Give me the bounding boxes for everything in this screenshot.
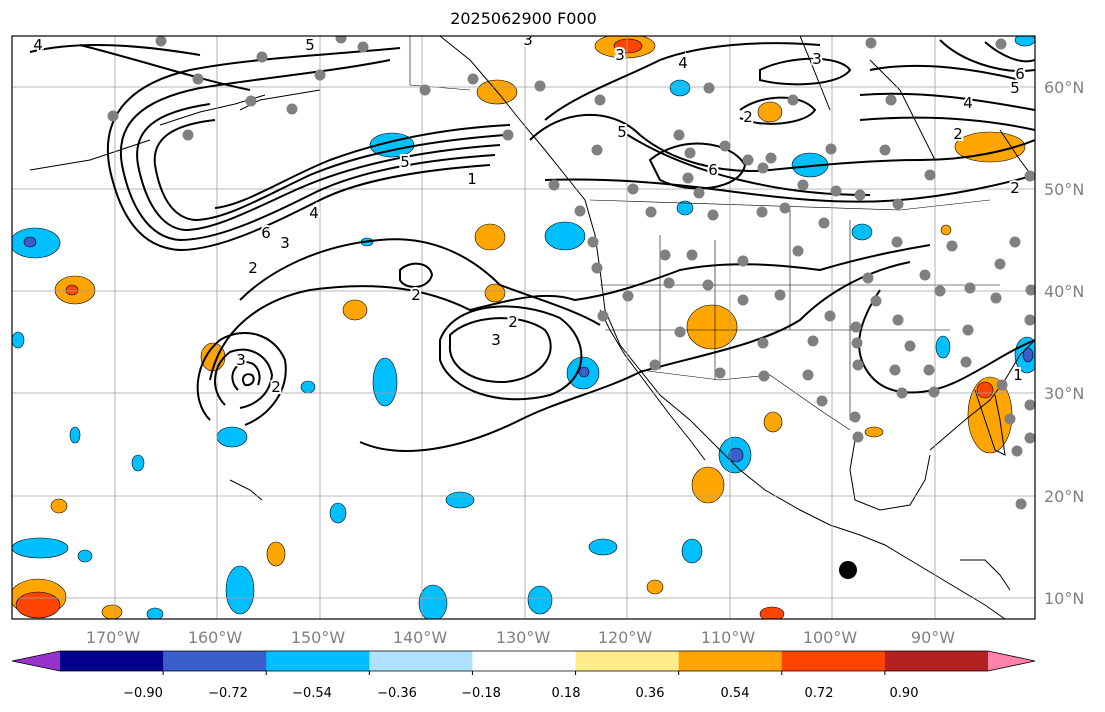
lon-label: 110°W [701, 628, 756, 647]
latitude-axis: 60°N 50°N 40°N 30°N 20°N 10°N [1044, 78, 1084, 608]
colorbar-segment [781, 651, 886, 671]
contour-label: 4 [678, 54, 688, 72]
lon-label: 100°W [803, 628, 858, 647]
colorbar-segment [884, 651, 989, 671]
contour-label: 3 [280, 234, 290, 252]
colorbar-segment [369, 651, 473, 671]
contour-label: 3 [812, 50, 822, 68]
colorbar-tick-label: 0.18 [552, 686, 581, 701]
colorbar-extend-min [12, 651, 60, 671]
colorbar-tick-label: 0.36 [636, 686, 665, 701]
contour-label: 2 [743, 108, 753, 126]
contour-lines [29, 39, 1035, 452]
contour-label: 6 [1015, 65, 1025, 83]
borders [409, 36, 1000, 431]
colorbar-segment [266, 651, 370, 671]
lat-label: 50°N [1044, 180, 1084, 199]
contour-label: 4 [963, 94, 973, 112]
map-frame [11, 35, 1036, 620]
colorbar-tick-label: 0.72 [805, 686, 834, 701]
contour-label: 2 [411, 286, 421, 304]
colorbar-tick-label: 0.54 [721, 686, 750, 701]
shaded-anomalies [12, 36, 1035, 619]
longitude-axis: 170°W 160°W 150°W 140°W 130°W 120°W 110°… [86, 628, 955, 647]
lat-label: 30°N [1044, 384, 1084, 403]
colorbar-ticks: −0.90 −0.72 −0.54 −0.36 −0.18 0.18 0.36 … [123, 686, 918, 701]
contour-label: 3 [523, 31, 533, 49]
map-title: 2025062900 F000 [450, 9, 597, 28]
lon-label: 90°W [911, 628, 955, 647]
contour-label: 2 [271, 378, 281, 396]
contour-label: 4 [309, 204, 319, 222]
lat-label: 60°N [1044, 78, 1084, 97]
contour-label: 5 [305, 36, 315, 54]
contour-label: 3 [236, 351, 246, 369]
contour-label: 1 [1013, 366, 1023, 384]
lat-label: 40°N [1044, 282, 1084, 301]
colorbar-tick-label: 0.90 [890, 686, 919, 701]
lat-label: 20°N [1044, 487, 1084, 506]
contour-label: 2 [508, 313, 518, 331]
contour-label: 3 [491, 331, 501, 349]
colorbar-tick-label: −0.72 [208, 686, 248, 701]
contour-label: 3 [615, 46, 625, 64]
colorbar-segment [575, 651, 680, 671]
colorbar-tick-label: −0.18 [461, 686, 501, 701]
colorbar-tick-label: −0.54 [292, 686, 332, 701]
contour-label: 2 [953, 125, 963, 143]
lon-label: 140°W [393, 628, 448, 647]
colorbar-segment [60, 651, 164, 671]
contour-label: 5 [400, 153, 410, 171]
contour-label: 6 [261, 224, 271, 242]
colorbar-segment [678, 651, 783, 671]
contour-label: 2 [1010, 179, 1020, 197]
colorbar-tick-label: −0.36 [377, 686, 417, 701]
colorbar-outline [11, 650, 1036, 672]
lon-label: 160°W [188, 628, 243, 647]
contour-label: 4 [33, 36, 43, 54]
contour-label: 2 [248, 259, 258, 277]
storm-marker [839, 561, 857, 579]
contour-label: 5 [617, 123, 627, 141]
contour-label: 5 [1010, 79, 1020, 97]
colorbar-extend-max [988, 651, 1035, 671]
map-area [12, 36, 1035, 619]
colorbar-segment [472, 651, 577, 671]
lon-label: 150°W [291, 628, 346, 647]
colorbar-segment [163, 651, 267, 671]
lon-label: 130°W [496, 628, 551, 647]
contour-labels: 4 5 3 4 3 6 5 4 2 2 5 6 5 1 2 6 4 3 2 2 … [31, 31, 1027, 398]
station-markers [107, 36, 1035, 510]
lon-label: 170°W [86, 628, 141, 647]
contour-label: 1 [467, 170, 477, 188]
graticule [12, 36, 1035, 619]
contour-label: 6 [708, 161, 718, 179]
colorbar-tick-label: −0.90 [123, 686, 163, 701]
colorbar [11, 650, 1036, 675]
lon-label: 120°W [598, 628, 653, 647]
lat-label: 10°N [1044, 589, 1084, 608]
